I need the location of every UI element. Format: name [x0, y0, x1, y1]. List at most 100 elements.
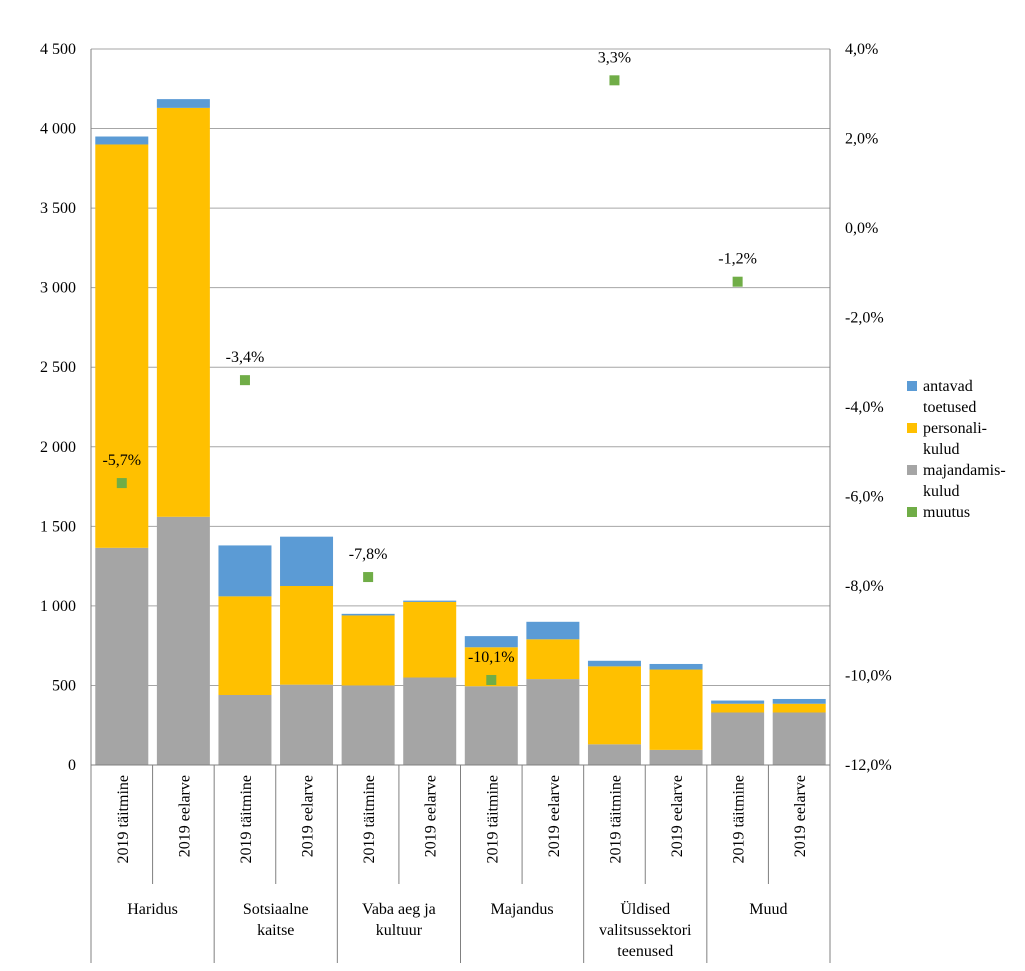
bar-segment: [95, 547, 149, 765]
axes: [90, 49, 831, 963]
bar-segment: [95, 136, 149, 145]
y-right-tick-label: -6,0%: [845, 489, 884, 506]
sub-category-label: 2019 täitmine: [238, 775, 255, 863]
sub-category-label: 2019 täitmine: [731, 775, 748, 863]
change-data-label: -7,8%: [349, 546, 388, 563]
bar-segment: [587, 660, 641, 667]
legend-item: antavad toetused: [905, 376, 1015, 418]
change-data-label: -3,4%: [226, 349, 265, 366]
change-marker: [609, 75, 620, 86]
bar-segment: [280, 536, 334, 586]
bar-segment: [218, 694, 272, 765]
change-data-label: -10,1%: [468, 649, 515, 666]
y-right-tick-label: 2,0%: [845, 131, 878, 148]
bar-segment: [649, 663, 703, 670]
group-label: Vaba aeg ja kultuur: [362, 901, 436, 939]
bar-segment: [711, 712, 765, 765]
y-left-tick-label: 0: [68, 757, 76, 774]
legend-label: majandamis-: [923, 462, 1006, 479]
y-left-tick-label: 2 000: [40, 439, 76, 456]
bar-segment: [526, 621, 580, 640]
y-right-tick-label: -2,0%: [845, 310, 884, 327]
legend-swatch: [907, 423, 917, 433]
y-right-tick-label: -8,0%: [845, 578, 884, 595]
bar-segment: [218, 545, 272, 597]
sub-category-label: 2019 eelarve: [546, 775, 563, 857]
bar-segment: [156, 107, 210, 517]
sub-category-label: 2019 eelarve: [300, 775, 317, 857]
change-data-label: 3,3%: [598, 49, 631, 66]
change-data-label: -1,2%: [718, 251, 757, 268]
bar-segment: [649, 669, 703, 750]
change-marker: [363, 572, 374, 583]
bar-segment: [587, 666, 641, 745]
y-left-tick-label: 1 500: [40, 518, 76, 535]
bar-segment: [403, 601, 457, 678]
bar-segment: [587, 744, 641, 765]
sub-category-label: 2019 eelarve: [176, 775, 193, 857]
bar-segment: [341, 615, 395, 686]
group-label: Majandus: [491, 901, 554, 918]
sub-category-label: 2019 täitmine: [361, 775, 378, 863]
y-left-tick-label: 3 500: [40, 200, 76, 217]
group-label: Sotsiaalne kaitse: [243, 901, 309, 939]
y-left-tick-label: 1 000: [40, 598, 76, 615]
legend-swatch: [907, 465, 917, 475]
sub-category-label: 2019 täitmine: [484, 775, 501, 863]
legend-item: personali-kulud: [905, 418, 1015, 460]
legend-label: personali-: [923, 420, 987, 437]
gridlines: [91, 48, 830, 686]
bar-segment: [772, 703, 826, 713]
group-label: Haridus: [127, 901, 178, 918]
y-left-tick-label: 3 000: [40, 280, 76, 297]
group-label: Üldised valitsussektori teenused: [599, 900, 692, 960]
legend-swatch: [907, 507, 917, 517]
y-right-tick-label: 4,0%: [845, 41, 878, 58]
bars: [95, 99, 826, 765]
legend-item: muutus: [905, 502, 1015, 523]
y-left-tick-label: 4 500: [40, 41, 76, 58]
bar-segment: [711, 700, 765, 704]
legend-label: kulud: [923, 483, 960, 500]
bar-segment: [156, 516, 210, 765]
y-left-tick-label: 4 000: [40, 121, 76, 138]
change-marker: [486, 674, 497, 685]
legend-swatch: [907, 381, 917, 391]
y-left-tick-label: 2 500: [40, 359, 76, 376]
sub-category-label: 2019 täitmine: [607, 775, 624, 863]
bar-segment: [280, 586, 334, 685]
bar-segment: [341, 685, 395, 765]
sub-category-label: 2019 eelarve: [423, 775, 440, 857]
bar-segment: [526, 639, 580, 680]
y-right-tick-label: -12,0%: [845, 757, 892, 774]
bar-segment: [649, 749, 703, 765]
bar-segment: [403, 600, 457, 602]
bar-segment: [772, 712, 826, 765]
y-right-tick-label: -10,0%: [845, 668, 892, 685]
axis-labels: 0 500 1 000 1 500 2 000 2 500 3 000 3 500 4 000 4…: [40, 41, 892, 960]
group-label: Muud: [749, 901, 787, 918]
legend-label: toetused: [923, 399, 977, 416]
change-marker: [732, 276, 743, 287]
legend-label: antavad: [923, 378, 973, 395]
y-right-tick-label: 0,0%: [845, 220, 878, 237]
change-marker: [116, 478, 127, 489]
bar-segment: [341, 613, 395, 616]
sub-category-label: 2019 eelarve: [669, 775, 686, 857]
change-data-label: -5,7%: [102, 452, 141, 469]
bar-segment: [711, 703, 765, 713]
bar-segment: [218, 596, 272, 695]
bar-segment: [280, 684, 334, 765]
legend: antavad toetused personali-kulud majandamis…: [905, 376, 1015, 523]
bar-segment: [464, 636, 518, 648]
y-left-tick-label: 500: [52, 677, 76, 694]
change-points: -5,7% -3,4% -7,8% -10,1% 3,3% -1,2%: [102, 49, 757, 685]
legend-label: kulud: [923, 441, 960, 458]
y-right-tick-label: -4,0%: [845, 399, 884, 416]
bar-segment: [526, 679, 580, 765]
legend-label: muutus: [923, 504, 971, 521]
sub-category-label: 2019 eelarve: [792, 775, 809, 857]
bar-segment: [403, 677, 457, 765]
bar-segment: [156, 99, 210, 108]
